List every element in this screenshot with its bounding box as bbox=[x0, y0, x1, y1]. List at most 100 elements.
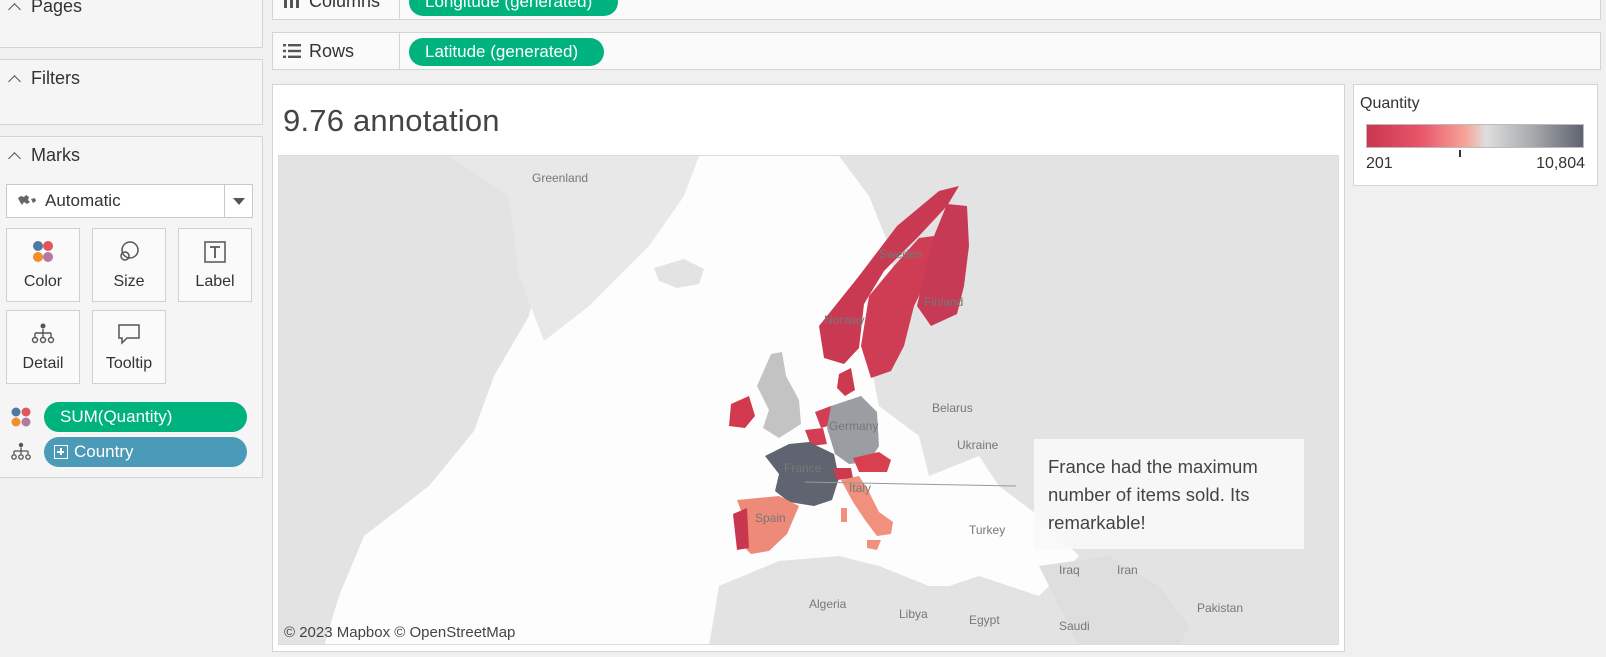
size-button-label: Size bbox=[113, 273, 145, 290]
left-panel: Pages Filters Marks Automatic Color bbox=[0, 0, 264, 657]
chevron-down-icon bbox=[232, 197, 245, 205]
marks-header[interactable]: Marks bbox=[8, 145, 80, 166]
color-icon bbox=[33, 241, 53, 262]
detail-button[interactable]: Detail bbox=[6, 310, 80, 384]
expand-plus-icon[interactable] bbox=[54, 445, 68, 459]
label-finland: Finland bbox=[924, 295, 963, 309]
detail-icon bbox=[11, 442, 31, 460]
label-button-label: Label bbox=[195, 273, 235, 290]
longitude-pill[interactable]: Longitude (generated) bbox=[409, 0, 619, 16]
mark-type-dropdown[interactable]: Automatic bbox=[6, 184, 253, 218]
land-north-america bbox=[279, 156, 544, 644]
rows-shelf-label: Rows bbox=[273, 33, 400, 69]
pages-label: Pages bbox=[31, 0, 83, 16]
map-attribution[interactable]: © 2023 Mapbox © OpenStreetMap bbox=[284, 624, 516, 641]
country-portugal bbox=[733, 508, 749, 550]
map-mark-icon bbox=[18, 195, 36, 205]
map-canvas: Greenland Sweden Norway Finland Belarus … bbox=[279, 156, 1338, 644]
label-italy: Italy bbox=[849, 481, 871, 495]
columns-label: Columns bbox=[309, 0, 381, 11]
size-icon bbox=[120, 241, 139, 261]
country-finland bbox=[917, 204, 969, 326]
label-france: France bbox=[784, 461, 822, 475]
label-spain: Spain bbox=[755, 511, 786, 525]
country-sicily bbox=[867, 540, 881, 550]
label-saudi: Saudi bbox=[1059, 619, 1090, 633]
country-pill[interactable]: Country bbox=[44, 437, 247, 467]
country-france bbox=[765, 442, 839, 506]
color-button[interactable]: Color bbox=[6, 228, 80, 302]
worksheet-view: 9.76 annotation bbox=[272, 84, 1345, 652]
sum-quantity-pill-label: SUM(Quantity) bbox=[60, 407, 173, 426]
collapse-caret-icon[interactable] bbox=[8, 2, 21, 16]
columns-icon bbox=[284, 0, 299, 8]
columns-shelf[interactable]: Columns Longitude (generated) bbox=[272, 0, 1601, 20]
size-button[interactable]: Size bbox=[92, 228, 166, 302]
country-germany bbox=[827, 396, 879, 464]
columns-shelf-label: Columns bbox=[273, 0, 400, 19]
label-icon bbox=[204, 241, 226, 263]
label-sweden: Sweden bbox=[879, 247, 922, 261]
view-title[interactable]: 9.76 annotation bbox=[283, 103, 500, 138]
latitude-pill-label: Latitude (generated) bbox=[425, 42, 579, 61]
filters-label: Filters bbox=[31, 68, 80, 88]
label-norway: Norway bbox=[824, 313, 865, 327]
land-iceland bbox=[654, 259, 704, 288]
filters-card: Filters bbox=[0, 59, 263, 125]
country-switzerland bbox=[833, 468, 853, 480]
label-ukraine: Ukraine bbox=[957, 438, 999, 452]
annotation-box[interactable]: France had the maximum number of items s… bbox=[1034, 439, 1304, 549]
country-denmark bbox=[837, 368, 855, 396]
label-iran: Iran bbox=[1117, 563, 1138, 577]
label-germany: Germany bbox=[829, 419, 878, 433]
color-field-row: SUM(Quantity) bbox=[10, 402, 247, 432]
mark-type-value: Automatic bbox=[45, 191, 121, 210]
rows-icon bbox=[283, 44, 301, 58]
legend-min-value: 201 bbox=[1366, 155, 1393, 172]
latitude-pill[interactable]: Latitude (generated) bbox=[409, 38, 605, 66]
country-united-kingdom bbox=[757, 352, 801, 438]
tooltip-button-label: Tooltip bbox=[105, 355, 153, 372]
tooltip-button[interactable]: Tooltip bbox=[92, 310, 166, 384]
label-pakistan: Pakistan bbox=[1197, 601, 1243, 615]
collapse-caret-icon[interactable] bbox=[8, 151, 21, 165]
tooltip-icon bbox=[118, 324, 140, 345]
country-sweden bbox=[861, 236, 934, 378]
country-norway bbox=[819, 186, 959, 364]
country-ireland bbox=[729, 396, 755, 428]
color-icon bbox=[11, 407, 31, 427]
label-button[interactable]: Label bbox=[178, 228, 252, 302]
label-iraq: Iraq bbox=[1059, 563, 1080, 577]
legend-marker bbox=[1459, 150, 1461, 157]
legend-title: Quantity bbox=[1360, 95, 1420, 112]
color-button-label: Color bbox=[23, 273, 63, 290]
quantity-legend[interactable]: Quantity 201 10,804 bbox=[1353, 84, 1598, 186]
country-belgium bbox=[805, 428, 827, 446]
land-africa bbox=[709, 556, 1097, 644]
country-austria bbox=[853, 452, 891, 472]
sum-quantity-pill[interactable]: SUM(Quantity) bbox=[44, 402, 247, 432]
land-greenland bbox=[449, 156, 699, 341]
longitude-pill-label: Longitude (generated) bbox=[425, 0, 593, 11]
mark-type-dropdown-toggle[interactable] bbox=[224, 185, 252, 217]
legend-max-value: 10,804 bbox=[1536, 155, 1585, 172]
filters-header[interactable]: Filters bbox=[8, 68, 80, 89]
pages-header[interactable]: Pages bbox=[8, 0, 83, 17]
pages-card: Pages bbox=[0, 0, 263, 48]
map[interactable]: Greenland Sweden Norway Finland Belarus … bbox=[278, 155, 1339, 645]
country-spain bbox=[737, 496, 799, 554]
label-libya: Libya bbox=[899, 607, 928, 621]
country-italy bbox=[841, 476, 893, 536]
detail-field-row: Country bbox=[10, 437, 247, 467]
detail-icon bbox=[31, 323, 55, 344]
land-arabia bbox=[1039, 556, 1189, 644]
collapse-caret-icon[interactable] bbox=[8, 74, 21, 88]
label-algeria: Algeria bbox=[809, 597, 847, 611]
label-greenland: Greenland bbox=[532, 171, 588, 185]
rows-label: Rows bbox=[309, 40, 355, 61]
country-sardinia bbox=[841, 508, 847, 522]
rows-shelf[interactable]: Rows Latitude (generated) bbox=[272, 32, 1601, 70]
marks-label: Marks bbox=[31, 145, 80, 165]
detail-button-label: Detail bbox=[22, 355, 64, 372]
label-turkey: Turkey bbox=[969, 523, 1005, 537]
